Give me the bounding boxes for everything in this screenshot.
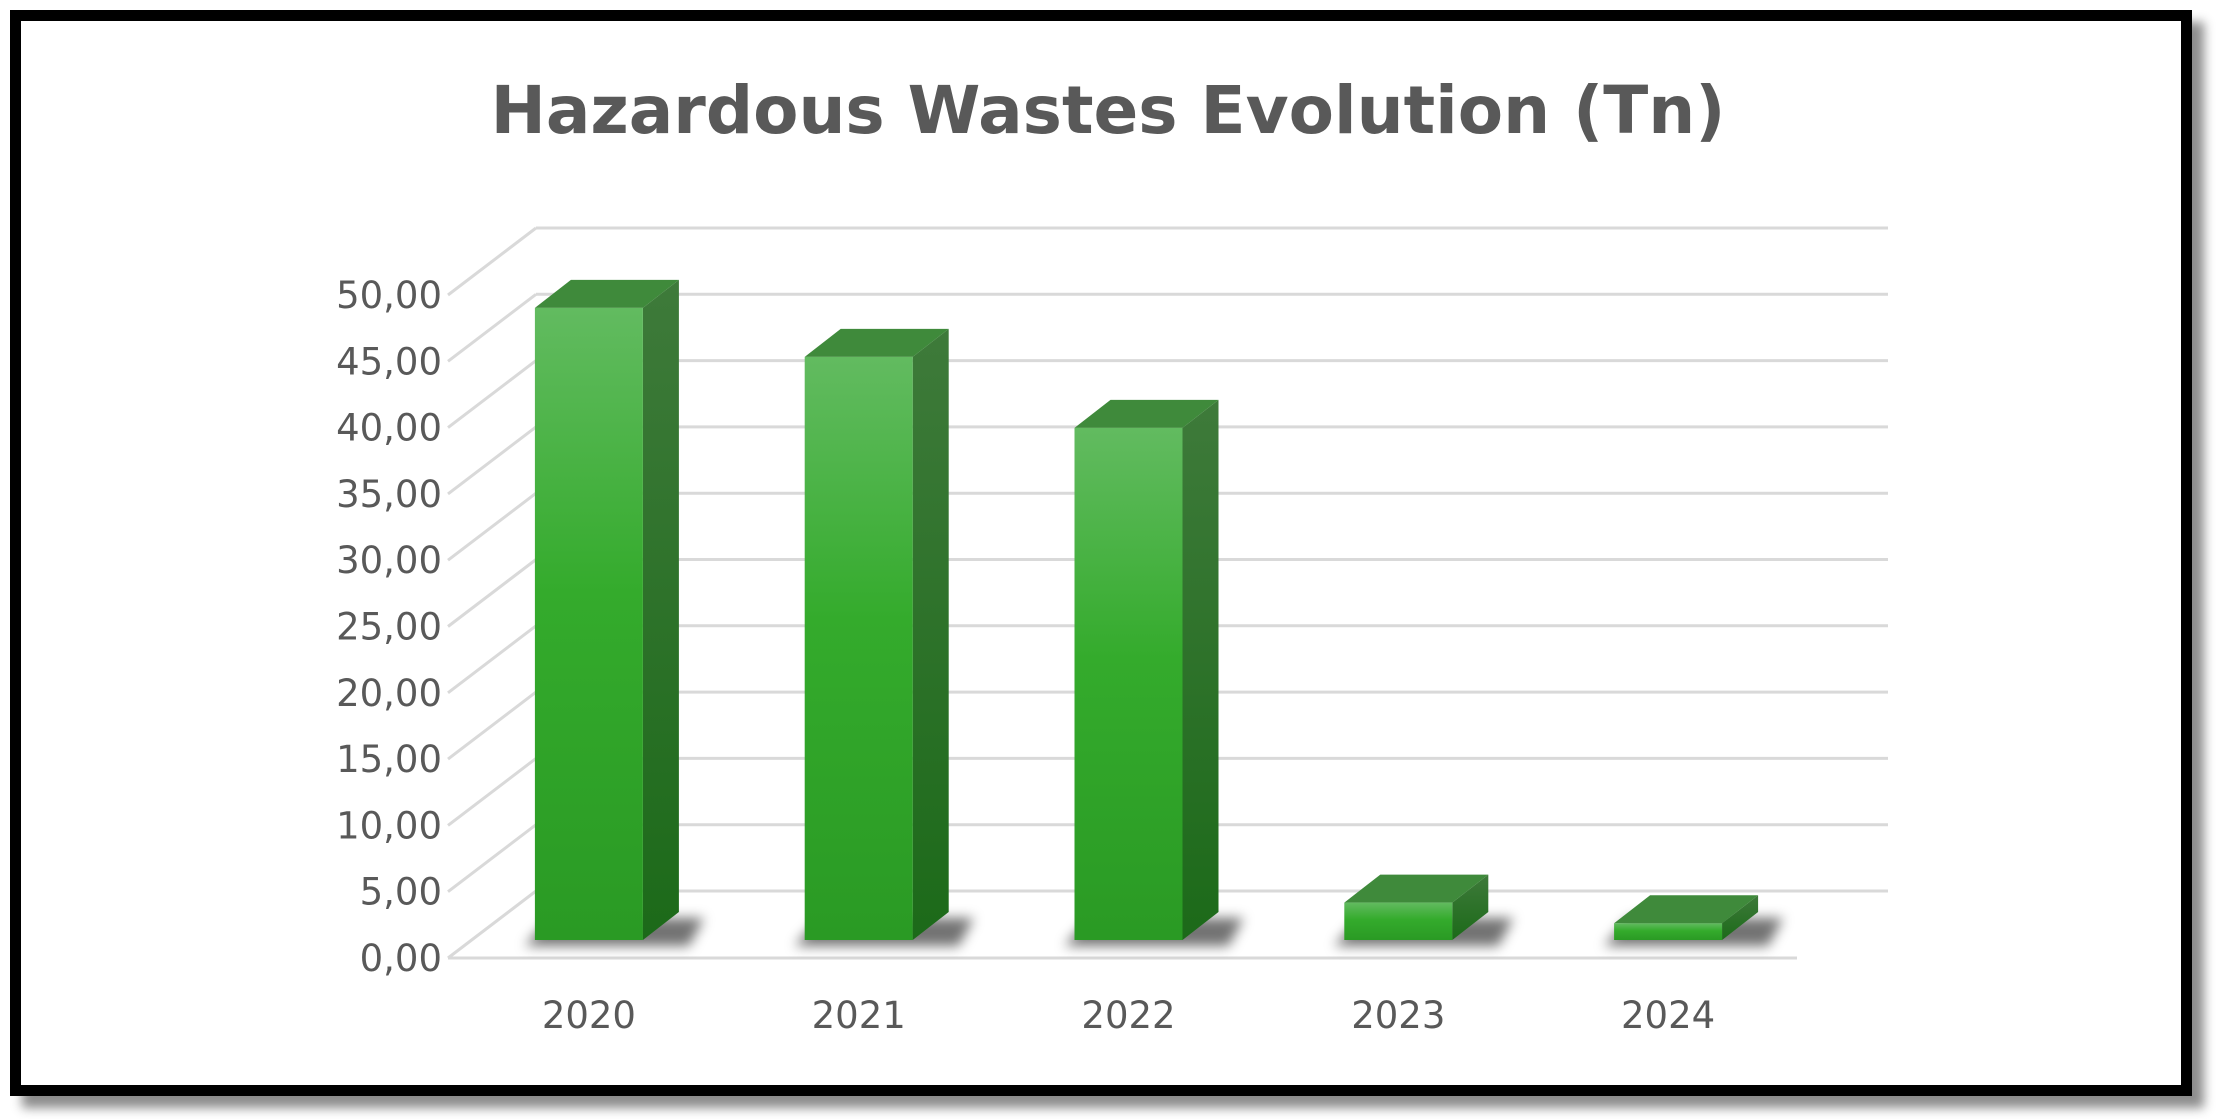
bar-front xyxy=(804,356,913,940)
y-axis-ticks: 0,00 5,00 10,00 15,00 20,00 25,00 30,00 35,00 40… xyxy=(336,274,442,980)
y-tick-label: 15,00 xyxy=(336,738,442,781)
bar-side xyxy=(1722,895,1759,940)
y-tick-label: 45,00 xyxy=(336,340,442,383)
x-tick-label: 2024 xyxy=(1621,994,1715,1037)
bar-top xyxy=(1074,399,1219,428)
bar-side xyxy=(1182,399,1219,940)
y-tick-label: 5,00 xyxy=(360,871,442,914)
y-tick-label: 20,00 xyxy=(336,672,442,715)
gridline-side xyxy=(447,690,537,761)
bars xyxy=(524,279,1784,946)
bar-top xyxy=(1614,895,1759,924)
bar-side xyxy=(1452,874,1489,940)
bar-front xyxy=(1344,902,1453,940)
gridline-side xyxy=(447,558,537,628)
bar-top xyxy=(1344,874,1489,903)
gridline-side xyxy=(447,624,537,694)
gridline-side xyxy=(447,226,537,297)
chart-title: Hazardous Wastes Evolution (Tn) xyxy=(490,72,1726,149)
gridline-side xyxy=(447,359,537,429)
gridline-side xyxy=(447,425,537,496)
bar-top xyxy=(804,328,949,357)
y-tick-label: 30,00 xyxy=(336,539,442,582)
bar-top xyxy=(534,279,679,308)
gridline-side xyxy=(447,492,537,562)
y-tick-label: 25,00 xyxy=(336,606,442,649)
y-tick-label: 50,00 xyxy=(336,274,442,317)
bar-2021 xyxy=(794,328,974,946)
gridline-side xyxy=(447,889,537,960)
x-tick-label: 2022 xyxy=(1081,994,1175,1037)
gridline-side xyxy=(447,757,537,827)
x-tick-label: 2021 xyxy=(812,994,906,1037)
bar-side xyxy=(642,279,679,940)
gridline-side xyxy=(447,823,537,893)
x-tick-label: 2020 xyxy=(542,994,636,1037)
x-tick-label: 2023 xyxy=(1351,994,1445,1037)
bar-side xyxy=(912,328,949,940)
bar-2024 xyxy=(1604,895,1784,946)
gridline-side xyxy=(447,293,537,363)
y-tick-label: 35,00 xyxy=(336,473,442,516)
bar-front xyxy=(534,307,643,940)
bar-front xyxy=(1074,427,1183,940)
bar-2023 xyxy=(1334,874,1514,946)
y-tick-label: 0,00 xyxy=(360,937,442,980)
bar-2022 xyxy=(1064,399,1244,946)
y-tick-label: 10,00 xyxy=(336,804,442,847)
bar-front xyxy=(1614,923,1723,940)
x-axis-ticks: 2020 2021 2022 2023 2024 xyxy=(542,994,1715,1037)
bar-2020 xyxy=(524,279,704,946)
y-tick-label: 40,00 xyxy=(336,407,442,450)
